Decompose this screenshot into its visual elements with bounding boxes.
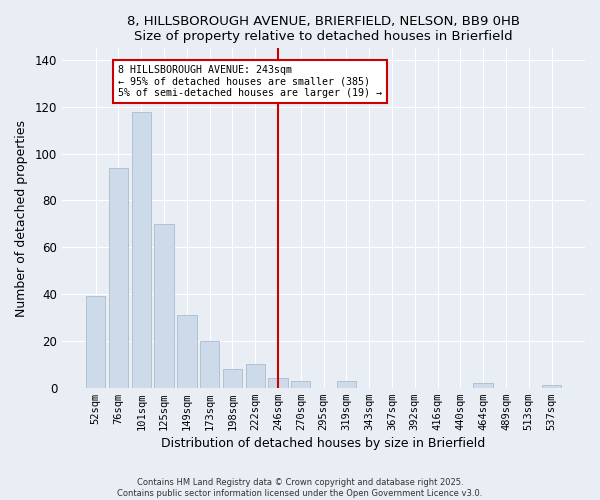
- Bar: [542, 386, 561, 388]
- X-axis label: Distribution of detached houses by size in Brierfield: Distribution of detached houses by size …: [161, 437, 486, 450]
- Text: Contains HM Land Registry data © Crown copyright and database right 2025.
Contai: Contains HM Land Registry data © Crown c…: [118, 478, 482, 498]
- Bar: [131, 112, 151, 388]
- Text: 8 HILLSBOROUGH AVENUE: 243sqm
← 95% of detached houses are smaller (385)
5% of s: 8 HILLSBOROUGH AVENUE: 243sqm ← 95% of d…: [118, 64, 382, 98]
- Bar: [200, 341, 219, 388]
- Bar: [154, 224, 174, 388]
- Y-axis label: Number of detached properties: Number of detached properties: [15, 120, 28, 316]
- Bar: [86, 296, 106, 388]
- Bar: [291, 380, 310, 388]
- Bar: [223, 369, 242, 388]
- Bar: [177, 315, 197, 388]
- Title: 8, HILLSBOROUGH AVENUE, BRIERFIELD, NELSON, BB9 0HB
Size of property relative to: 8, HILLSBOROUGH AVENUE, BRIERFIELD, NELS…: [127, 15, 520, 43]
- Bar: [268, 378, 287, 388]
- Bar: [245, 364, 265, 388]
- Bar: [337, 380, 356, 388]
- Bar: [109, 168, 128, 388]
- Bar: [473, 383, 493, 388]
